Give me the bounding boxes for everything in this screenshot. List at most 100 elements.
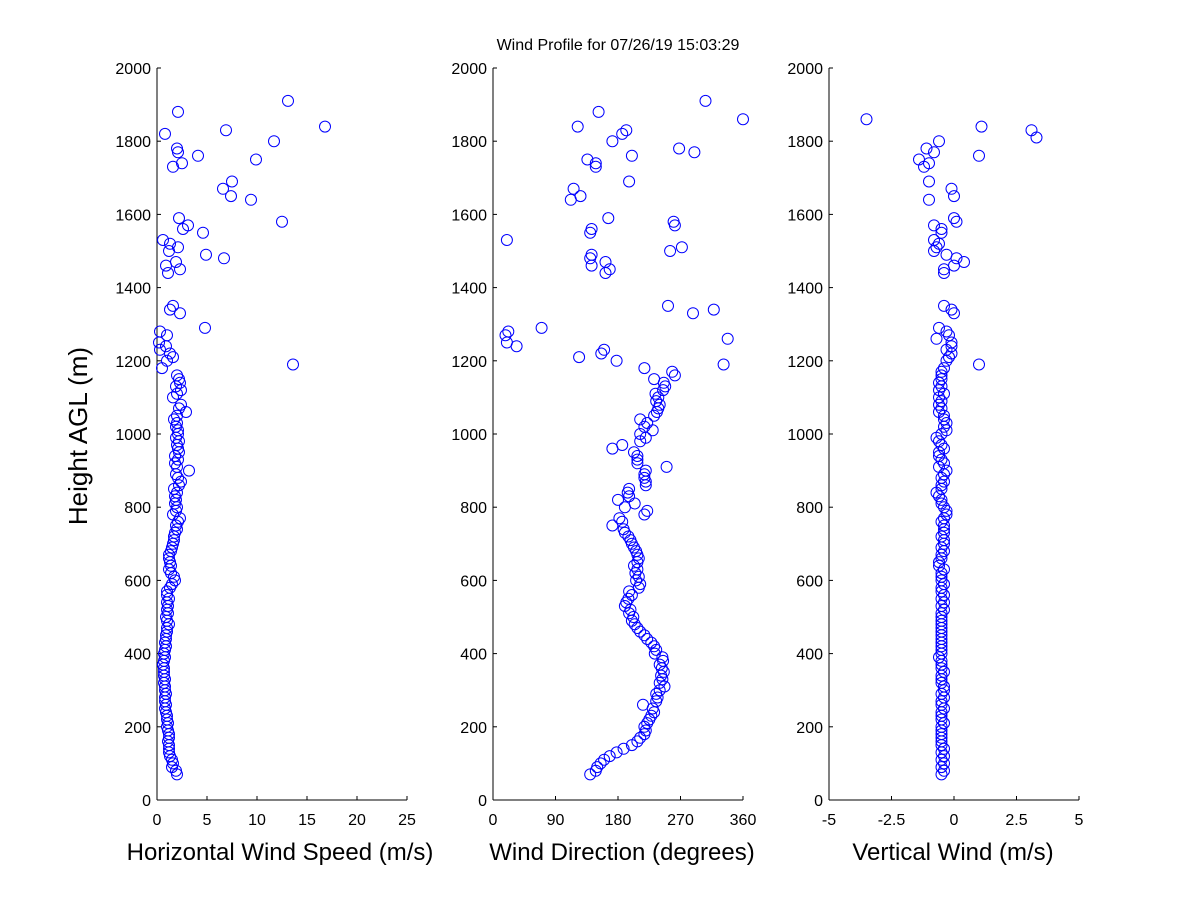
- vertical-x-axis-label: Vertical Wind (m/s): [852, 839, 1053, 866]
- direction-data-point: [598, 343, 611, 356]
- vertical-data-point: [935, 369, 948, 382]
- vertical-data-point: [940, 464, 953, 477]
- vertical-data-point: [938, 267, 950, 279]
- speed-data-point: [157, 234, 169, 246]
- vertical-data-point: [938, 519, 950, 532]
- direction-data-point: [592, 105, 605, 118]
- direction-data-point: [616, 439, 629, 451]
- vertical-data-point: [950, 215, 963, 228]
- vertical-data-point: [1025, 124, 1038, 137]
- speed-x-tick-label: 20: [348, 812, 366, 829]
- speed-y-tick-label: 1800: [115, 134, 151, 151]
- vertical-data-point: [948, 212, 960, 225]
- direction-data-point: [574, 190, 587, 203]
- vertical-data-point: [928, 219, 940, 232]
- direction-data-point: [699, 94, 712, 107]
- direction-data-point: [603, 750, 616, 763]
- vertical-data-point: [923, 193, 935, 206]
- direction-y-tick-label: 800: [460, 500, 487, 517]
- direction-data-point: [667, 215, 680, 228]
- vertical-data-point: [935, 365, 948, 378]
- vertical-data-point: [935, 676, 948, 689]
- speed-data-point: [169, 457, 181, 470]
- vertical-data-point: [935, 402, 948, 415]
- speed-data-point: [226, 175, 238, 188]
- direction-data-point: [571, 120, 584, 133]
- vertical-data-point: [938, 501, 950, 514]
- vertical-data-point: [938, 362, 950, 375]
- speed-data-point: [161, 329, 173, 342]
- direction-data-point: [630, 545, 643, 558]
- direction-data-point: [616, 515, 629, 528]
- direction-data-point: [585, 248, 598, 261]
- speed-data-point: [161, 354, 173, 367]
- direction-data-point: [589, 157, 602, 170]
- direction-data-point: [535, 321, 548, 334]
- speed-data-point: [182, 219, 194, 232]
- vertical-x-tick-label: -2.5: [878, 812, 906, 829]
- direction-data-point: [632, 570, 645, 583]
- speed-data-point: [225, 190, 237, 203]
- direction-data-point: [599, 256, 612, 268]
- speed-data-point: [174, 263, 186, 276]
- vertical-data-point: [935, 223, 948, 235]
- vertical-data-point: [940, 325, 953, 338]
- direction-data-point: [631, 457, 644, 470]
- speed-x-tick-label: 10: [248, 812, 266, 829]
- direction-data-point: [617, 742, 630, 755]
- vertical-data-point: [938, 596, 950, 609]
- direction-data-point: [499, 329, 512, 342]
- direction-data-point: [662, 299, 674, 312]
- vertical-panel: Vertical Wind (m/s) 0 200 400 600 800 1000 120…: [787, 61, 1083, 866]
- speed-data-point: [175, 398, 187, 411]
- speed-data-point: [250, 153, 262, 166]
- vertical-data-point: [935, 548, 948, 561]
- direction-y-tick-label: 0: [478, 793, 487, 810]
- vertical-data-point: [935, 530, 948, 543]
- speed-data-point: [173, 212, 185, 225]
- vertical-data-point: [933, 435, 945, 448]
- vertical-data-point: [860, 113, 873, 126]
- vertical-y-tick-label: 600: [796, 573, 823, 590]
- vertical-data-point: [945, 336, 958, 349]
- direction-data-point: [721, 332, 734, 345]
- speed-data-point: [162, 267, 174, 279]
- speed-data-point: [168, 534, 180, 547]
- speed-data-point: [154, 343, 166, 356]
- speed-data-point: [245, 193, 257, 206]
- vertical-data-point: [938, 684, 950, 697]
- direction-data-point: [589, 160, 602, 173]
- speed-data-point: [164, 303, 176, 316]
- direction-data-point: [628, 618, 641, 631]
- direction-x-tick-label: 90: [547, 812, 565, 829]
- direction-y-tick-label: 600: [460, 573, 487, 590]
- speed-data-point: [174, 512, 186, 525]
- speed-data-point: [154, 325, 166, 338]
- direction-data-point: [602, 212, 615, 225]
- vertical-data-point: [933, 559, 945, 572]
- direction-data-point: [737, 113, 749, 126]
- vertical-data-point: [923, 175, 935, 188]
- speed-data-point: [168, 413, 180, 426]
- speed-data-point: [176, 157, 188, 170]
- vertical-data-point: [938, 526, 950, 539]
- vertical-data-point: [938, 578, 950, 591]
- direction-data-point: [641, 717, 654, 730]
- speed-data-point: [161, 589, 173, 601]
- direction-y-tick-label: 400: [460, 647, 487, 664]
- direction-data-point: [666, 365, 679, 378]
- vertical-data-point: [958, 256, 970, 268]
- direction-data-point: [668, 369, 681, 382]
- direction-data-point: [613, 512, 626, 525]
- direction-data-point: [610, 354, 623, 367]
- direction-data-point: [631, 735, 644, 748]
- vertical-data-point: [930, 241, 943, 254]
- speed-data-point: [220, 124, 232, 137]
- direction-data-point: [623, 482, 636, 495]
- speed-y-tick-label: 200: [124, 720, 151, 737]
- direction-data-point: [637, 698, 649, 711]
- direction-data-point: [657, 654, 670, 667]
- direction-data-point: [594, 757, 607, 770]
- vertical-data-point: [935, 395, 948, 408]
